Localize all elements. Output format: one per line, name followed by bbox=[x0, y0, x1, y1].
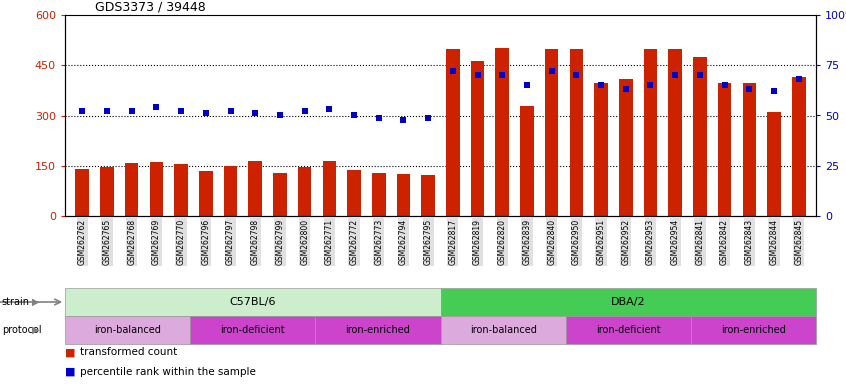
Text: ■: ■ bbox=[65, 348, 75, 358]
Bar bbox=[691, 316, 816, 344]
Text: iron-deficient: iron-deficient bbox=[596, 325, 661, 335]
Bar bbox=[125, 163, 139, 216]
Bar bbox=[668, 48, 682, 216]
Text: iron-enriched: iron-enriched bbox=[345, 325, 410, 335]
Bar bbox=[441, 316, 566, 344]
Text: ▶: ▶ bbox=[32, 297, 40, 307]
Bar bbox=[792, 77, 805, 216]
Bar bbox=[65, 288, 441, 316]
Bar bbox=[619, 79, 633, 216]
Bar bbox=[743, 83, 756, 216]
Text: iron-balanced: iron-balanced bbox=[470, 325, 536, 335]
Bar bbox=[223, 166, 238, 216]
Text: iron-deficient: iron-deficient bbox=[221, 325, 285, 335]
Text: GDS3373 / 39448: GDS3373 / 39448 bbox=[95, 1, 206, 14]
Text: iron-enriched: iron-enriched bbox=[721, 325, 786, 335]
Bar bbox=[446, 48, 459, 216]
Bar bbox=[520, 106, 534, 216]
Bar bbox=[470, 61, 485, 216]
Text: C57BL/6: C57BL/6 bbox=[229, 297, 276, 307]
Bar bbox=[65, 316, 190, 344]
Bar bbox=[347, 170, 361, 216]
Text: percentile rank within the sample: percentile rank within the sample bbox=[80, 367, 256, 377]
Bar bbox=[545, 48, 558, 216]
Bar bbox=[150, 162, 163, 216]
Bar bbox=[249, 161, 262, 216]
Bar bbox=[190, 316, 316, 344]
Bar bbox=[322, 161, 336, 216]
Bar bbox=[174, 164, 188, 216]
Bar bbox=[566, 316, 691, 344]
Text: ■: ■ bbox=[65, 367, 75, 377]
Bar bbox=[496, 48, 509, 216]
Text: strain: strain bbox=[2, 297, 30, 307]
Bar bbox=[298, 167, 311, 216]
Text: transformed count: transformed count bbox=[80, 348, 178, 358]
Bar bbox=[421, 175, 435, 216]
Text: iron-balanced: iron-balanced bbox=[94, 325, 161, 335]
Bar bbox=[397, 174, 410, 216]
Bar bbox=[75, 169, 89, 216]
Bar bbox=[767, 112, 781, 216]
Text: DBA/2: DBA/2 bbox=[611, 297, 645, 307]
Bar bbox=[717, 83, 732, 216]
Bar bbox=[594, 83, 608, 216]
Bar bbox=[199, 171, 212, 216]
Bar bbox=[316, 316, 441, 344]
Text: ▶: ▶ bbox=[32, 325, 40, 335]
Bar bbox=[372, 173, 386, 216]
Bar bbox=[693, 57, 706, 216]
Bar bbox=[273, 173, 287, 216]
Bar bbox=[644, 48, 657, 216]
Bar bbox=[441, 288, 816, 316]
Text: protocol: protocol bbox=[2, 325, 41, 335]
Bar bbox=[100, 167, 114, 216]
Bar bbox=[569, 48, 583, 216]
